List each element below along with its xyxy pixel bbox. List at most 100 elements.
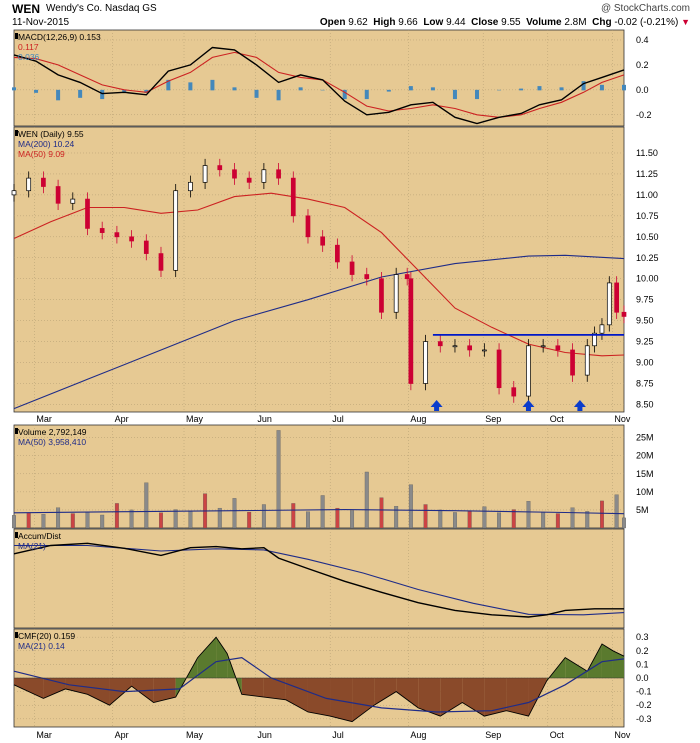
cmf-area-segment: [330, 678, 353, 722]
price-candle: [26, 177, 32, 192]
macd-histogram-bar: [364, 89, 369, 100]
macd-histogram-bar: [276, 89, 281, 101]
change-label: Chg: [592, 17, 612, 28]
price-candle: [129, 236, 134, 242]
volume-bar: [600, 500, 604, 529]
bottom-month-label-jun: Jun: [257, 730, 272, 740]
cmf-ytick-label: 0.2: [636, 646, 649, 656]
macd-legend-1: 0.117: [18, 42, 39, 52]
price-legend-2: MA(50) 9.09: [18, 149, 65, 159]
month-label-nov: Nov: [614, 414, 631, 424]
close-value: 9.55: [501, 17, 521, 28]
volume-bar: [56, 507, 61, 529]
volume-ytick-label: 15M: [636, 469, 654, 479]
cmf-ytick-label: 0.1: [636, 659, 649, 669]
price-candle: [482, 349, 487, 352]
volume-legend-marker: [15, 428, 18, 434]
cmf-area-segment: [263, 678, 286, 700]
month-label-aug: Aug: [410, 414, 426, 424]
volume-bar: [335, 507, 340, 529]
price-candle: [614, 282, 620, 313]
price-candle: [555, 345, 561, 351]
price-candle: [408, 278, 414, 384]
price-candle: [335, 244, 340, 263]
macd-histogram-bar: [34, 89, 39, 93]
price-candle: [621, 311, 627, 317]
price-candle: [349, 261, 355, 275]
cmf-area-segment: [418, 678, 441, 717]
macd-ytick-label: 0.4: [636, 35, 649, 45]
cmf-line: [13, 636, 625, 723]
price-candle: [584, 345, 590, 376]
macd-histogram-bar: [519, 88, 524, 91]
macd-histogram-bar: [12, 87, 16, 91]
volume-bar: [261, 504, 266, 529]
bottom-month-label-mar: Mar: [36, 730, 52, 740]
volume-legend-1: MA(50) 3,958,410: [18, 437, 86, 447]
cmf-area-segment: [374, 678, 397, 706]
volume-bar: [159, 512, 163, 529]
watermark: @ StockCharts.com: [600, 3, 690, 14]
price-ytick-label: 11.00: [636, 190, 658, 200]
macd-legend-marker: [15, 33, 18, 39]
cmf-area-segment: [565, 657, 588, 678]
volume-bar: [511, 509, 516, 529]
bottom-month-label-nov: Nov: [614, 730, 631, 740]
price-candle: [404, 274, 410, 280]
volume-bar: [144, 482, 149, 529]
price-candle: [202, 165, 208, 183]
cmf-area-segment: [440, 678, 463, 717]
volume-ytick-label: 10M: [636, 487, 654, 497]
cmf-area-segment: [352, 678, 375, 722]
accum-dist-legend-marker: [15, 532, 18, 538]
cmf-ytick-label: -0.3: [636, 714, 652, 724]
accum-dist-legend-1: MA(21): [18, 541, 46, 551]
price-candle: [11, 190, 17, 196]
price-candle: [592, 332, 597, 347]
price-candle: [437, 341, 443, 347]
up-arrow-icon: [522, 400, 535, 411]
company-name: Wendy's Co. Nasdaq GS: [46, 3, 157, 14]
price-panel-bg: [13, 126, 625, 413]
volume-ytick-label: 20M: [636, 451, 654, 461]
cmf-area-segment: [484, 678, 507, 717]
volume-ytick-label: 5M: [636, 505, 649, 515]
price-legend-1: MA(200) 10.24: [18, 139, 74, 149]
macd-histogram-bar: [342, 89, 347, 100]
macd-legend-0: MACD(12,26,9) 0.153: [18, 32, 101, 42]
macd-histogram-bar: [622, 84, 626, 91]
price-candle: [526, 345, 531, 397]
price-ytick-label: 8.75: [636, 379, 654, 389]
macd-histogram-bar: [122, 89, 127, 93]
price-candle: [496, 349, 502, 389]
bottom-month-label-may: May: [186, 730, 204, 740]
cmf-legend-0: CMF(20) 0.159: [18, 631, 75, 641]
price-candle: [261, 169, 267, 183]
macd-line: [13, 46, 625, 125]
price-candle: [99, 228, 105, 233]
month-label-jul: Jul: [332, 414, 344, 424]
cmf-area-segment: [462, 678, 485, 717]
macd-histogram-bar: [497, 89, 502, 91]
price-candle: [143, 240, 149, 254]
cmf-area-segment: [241, 678, 264, 698]
volume-bar: [453, 512, 457, 529]
volume-label: Volume: [526, 17, 562, 28]
cmf-area-segment: [14, 678, 44, 699]
price-ytick-label: 11.25: [636, 169, 658, 179]
price-candle: [511, 387, 517, 397]
volume-bar: [100, 514, 105, 529]
volume-value: 2.8M: [564, 17, 587, 28]
macd-histogram-bar: [475, 89, 480, 100]
bottom-month-label-sep: Sep: [485, 730, 501, 740]
macd-histogram-bar: [320, 89, 325, 91]
bottom-month-label-oct: Oct: [550, 730, 565, 740]
cmf-area-segment: [227, 653, 242, 695]
macd-ytick-label: 0.0: [636, 85, 649, 95]
macd-panel-bg: [13, 29, 625, 127]
macd-histogram-bar: [430, 87, 435, 91]
price-candle: [276, 169, 281, 179]
volume-ma50-line: [13, 509, 625, 515]
macd-histogram-bar: [210, 79, 215, 91]
price-legend-marker: [15, 130, 18, 136]
